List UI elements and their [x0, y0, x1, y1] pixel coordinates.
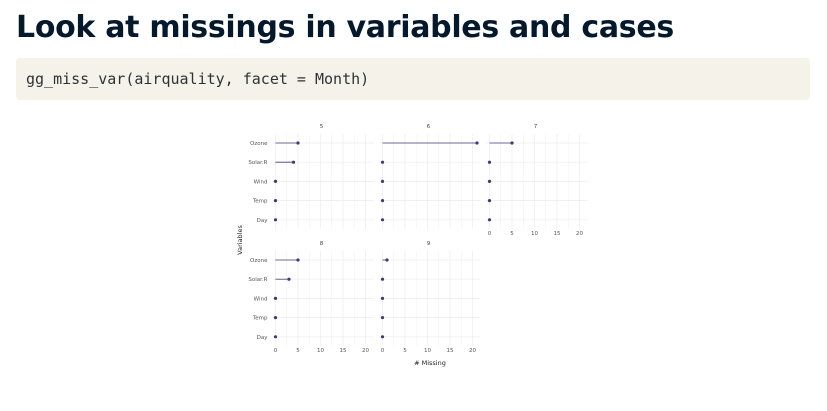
x-tick-label: 0: [488, 231, 492, 237]
lollipop-point: [273, 296, 278, 300]
x-tick-label: 0: [274, 348, 278, 354]
x-tick-label: 15: [447, 348, 454, 354]
code-block: gg_miss_var(airquality, facet = Month): [16, 58, 810, 100]
y-tick-label: Wind: [254, 179, 268, 185]
x-axis-title: # Missing: [414, 359, 446, 367]
lollipop-point: [380, 335, 385, 339]
lollipop-point: [380, 160, 385, 164]
y-tick-label: Ozone: [250, 258, 268, 264]
lollipop-point: [273, 179, 278, 183]
facet-strip-label: 9: [427, 241, 431, 247]
y-tick-label: Solar.R: [248, 160, 267, 166]
lollipop-point: [380, 296, 385, 300]
lollipop-point: [296, 141, 300, 145]
lollipop-point: [380, 316, 385, 320]
y-tick-label: Temp: [252, 316, 268, 322]
x-tick-label: 5: [403, 348, 407, 354]
x-tick-label: 15: [554, 231, 561, 237]
lollipop-point: [273, 199, 278, 203]
lollipop-point: [475, 141, 479, 145]
facet-strip-label: 8: [320, 241, 324, 247]
x-tick-label: 10: [317, 348, 324, 354]
y-tick-label: Ozone: [250, 141, 268, 147]
facet-strip-label: 5: [320, 124, 324, 130]
code-text: gg_miss_var(airquality, facet = Month): [26, 70, 370, 88]
y-tick-label: Solar.R: [248, 277, 267, 283]
slide-title: Look at missings in variables and cases: [16, 10, 674, 45]
lollipop-point: [380, 199, 385, 203]
x-tick-label: 20: [469, 348, 476, 354]
lollipop-point: [291, 160, 296, 164]
x-tick-label: 15: [340, 348, 347, 354]
x-tick-label: 5: [296, 348, 300, 354]
lollipop-point: [487, 199, 492, 203]
lollipop-point: [385, 258, 389, 262]
lollipop-point: [510, 141, 514, 145]
facet-strip-label: 6: [427, 124, 431, 130]
y-tick-label: Day: [257, 218, 269, 224]
y-tick-label: Temp: [252, 199, 268, 205]
y-tick-label: Wind: [254, 296, 268, 302]
lollipop-point: [487, 179, 492, 183]
lollipop-point: [273, 316, 278, 320]
x-tick-label: 5: [510, 231, 514, 237]
x-tick-label: 10: [424, 348, 431, 354]
x-tick-label: 0: [381, 348, 385, 354]
x-tick-label: 10: [531, 231, 538, 237]
x-tick-label: 20: [576, 231, 583, 237]
lollipop-point: [380, 179, 385, 183]
lollipop-point: [273, 218, 278, 222]
lollipop-point: [380, 277, 385, 281]
lollipop-point: [296, 258, 300, 262]
facet-strip-label: 7: [534, 124, 538, 130]
y-tick-label: Day: [257, 335, 269, 341]
lollipop-point: [487, 160, 492, 164]
lollipop-point: [287, 277, 291, 281]
y-axis-title: Variables: [236, 225, 244, 255]
lollipop-point: [487, 218, 492, 222]
lollipop-point: [273, 335, 278, 339]
x-tick-label: 20: [362, 348, 369, 354]
lollipop-point: [380, 218, 385, 222]
